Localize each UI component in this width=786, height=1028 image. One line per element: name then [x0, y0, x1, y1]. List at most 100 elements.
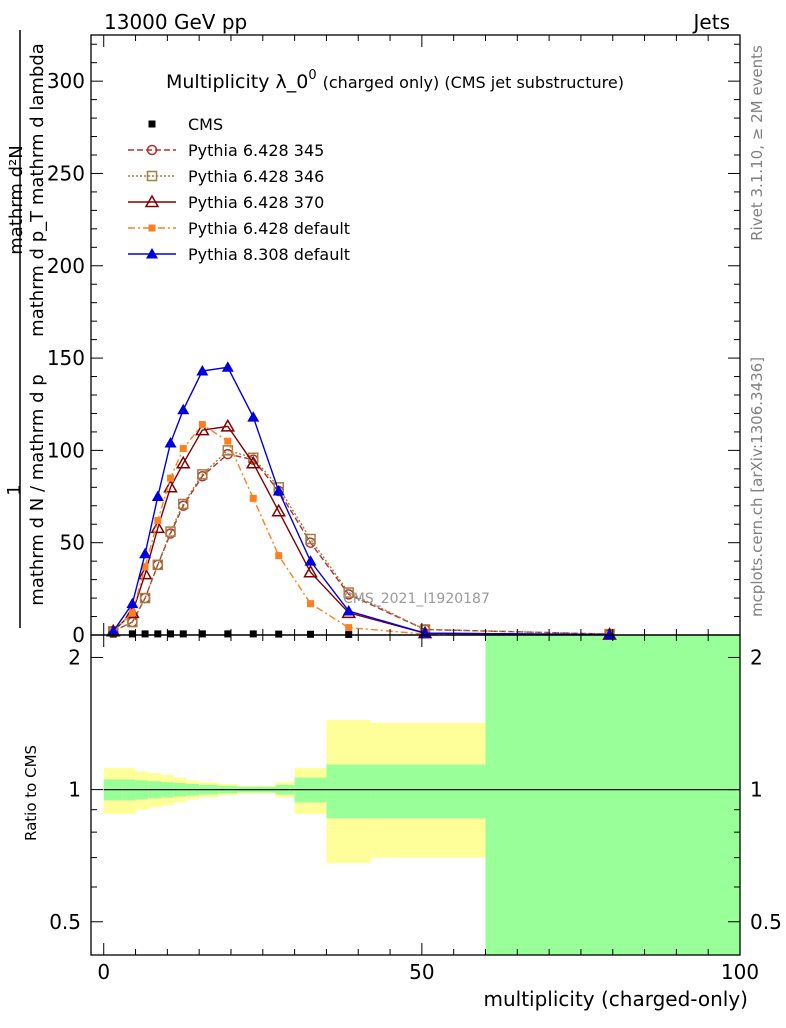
legend-marker: [144, 194, 160, 208]
x-axis-label: multiplicity (charged-only): [483, 987, 748, 1011]
data-point: [177, 403, 190, 415]
ratio-y-tick-label: 2: [68, 645, 81, 669]
ratio-y-tick-label-right: 1: [750, 778, 763, 802]
legend: CMS Pythia 6.428 345 Pythia 6.428 346 Pythi…: [128, 115, 350, 264]
main-plot-area: [105, 361, 617, 640]
data-point: [198, 421, 206, 429]
legend-entry: Pythia 6.428 346: [128, 167, 324, 186]
legend-entry: Pythia 6.428 default: [128, 219, 350, 238]
data-point: [126, 597, 139, 609]
plot-title-sup: 0: [308, 68, 316, 83]
data-point: [224, 630, 232, 638]
data-point: [139, 547, 152, 559]
data-point: [179, 445, 187, 453]
data-point: [221, 361, 234, 372]
ratio-y-tick-label-right: 0.5: [750, 910, 782, 934]
legend-label: Pythia 6.428 default: [188, 219, 350, 238]
data-point: [154, 517, 162, 525]
data-point: [198, 630, 206, 638]
ratio-y-tick-label: 0.5: [49, 910, 81, 934]
data-point: [107, 625, 120, 636]
data-point: [151, 490, 164, 502]
data-point: [137, 566, 153, 580]
ratio-ylabel: Ratio to CMS: [22, 745, 40, 841]
data-point: [307, 600, 315, 608]
data-point: [307, 630, 315, 638]
plot-title: Multiplicity λ_00 (charged only) (CMS jet…: [166, 68, 624, 93]
main-ylabel: mathrm d²N 1 mathrm d N / mathrm d p mat…: [4, 30, 48, 628]
data-point: [167, 474, 175, 482]
y-tick-label: 100: [47, 438, 85, 462]
data-point: [220, 418, 236, 432]
data-point: [152, 559, 164, 571]
data-point: [165, 526, 176, 537]
y-tick-label: 200: [47, 254, 85, 278]
ratio-y-tick-label: 1: [68, 778, 81, 802]
ylabel-denominator-left: mathrm d N / mathrm d p: [27, 374, 48, 605]
data-point: [128, 630, 136, 638]
data-point: [179, 630, 187, 638]
legend-label: CMS: [188, 115, 223, 134]
x-tick-label: 50: [409, 960, 434, 984]
legend-marker: [148, 224, 156, 232]
data-point: [271, 503, 286, 517]
data-point: [150, 520, 166, 534]
ratio-inner-band-bin: [370, 764, 486, 819]
y-tick-label: 300: [47, 69, 85, 93]
legend-marker: [146, 248, 158, 259]
ylabel-numerator: mathrm d²N: [6, 145, 27, 254]
series-line: [112, 449, 610, 635]
data-point: [196, 365, 209, 376]
data-point: [224, 437, 232, 445]
plot-title-paren: (charged only) (CMS jet substructure): [323, 73, 624, 92]
data-point: [275, 630, 283, 638]
series-line: [112, 453, 610, 635]
data-point: [141, 563, 149, 571]
plot-title-main: Multiplicity λ_0: [166, 71, 308, 93]
series-pythia-6-428-345: [108, 448, 615, 640]
x-tick-label: 0: [97, 960, 110, 984]
legend-entry: Pythia 8.308 default: [128, 245, 350, 264]
data-point: [272, 485, 285, 496]
legend-marker: [146, 144, 158, 156]
data-point: [163, 479, 178, 493]
data-point: [343, 587, 354, 598]
data-point: [128, 609, 136, 617]
x-tick-label: 100: [721, 960, 759, 984]
data-point: [305, 533, 316, 545]
data-point: [304, 555, 317, 566]
data-point: [175, 455, 191, 469]
data-point: [249, 630, 257, 638]
y-tick-label: 250: [47, 161, 85, 185]
data-point: [345, 624, 353, 632]
data-point: [303, 564, 318, 578]
series-pythia-6-428-346: [108, 445, 615, 640]
data-point: [141, 630, 149, 638]
analysis-watermark: CMS_2021_I1920187: [343, 591, 490, 607]
ylabel-denominator-right: mathrm d p_T mathrm d lambda: [27, 43, 48, 337]
header-energy: 13000 GeV pp: [104, 10, 247, 34]
mcplots-label: mcplots.cern.ch [arXiv:1306.3436]: [748, 357, 766, 617]
legend-label: Pythia 8.308 default: [188, 245, 350, 264]
ylabel-one: 1: [4, 484, 25, 495]
legend-label: Pythia 6.428 346: [188, 167, 324, 186]
series-line: [112, 423, 610, 636]
legend-entry: CMS: [148, 115, 223, 134]
data-point: [139, 592, 151, 604]
y-tick-label: 0: [72, 623, 85, 647]
data-point: [342, 605, 355, 616]
rivet-label: Rivet 3.1.10, ≥ 2M events: [748, 45, 766, 241]
data-point: [275, 552, 283, 560]
legend-marker: [146, 170, 158, 182]
ratio-inner-band-bin: [326, 764, 371, 819]
data-point: [178, 498, 189, 510]
legend-label: Pythia 6.428 345: [188, 141, 324, 160]
legend-marker: [148, 120, 156, 128]
data-point: [154, 630, 162, 638]
data-point: [164, 437, 177, 448]
legend-label: Pythia 6.428 370: [188, 193, 324, 212]
data-point: [249, 494, 257, 502]
